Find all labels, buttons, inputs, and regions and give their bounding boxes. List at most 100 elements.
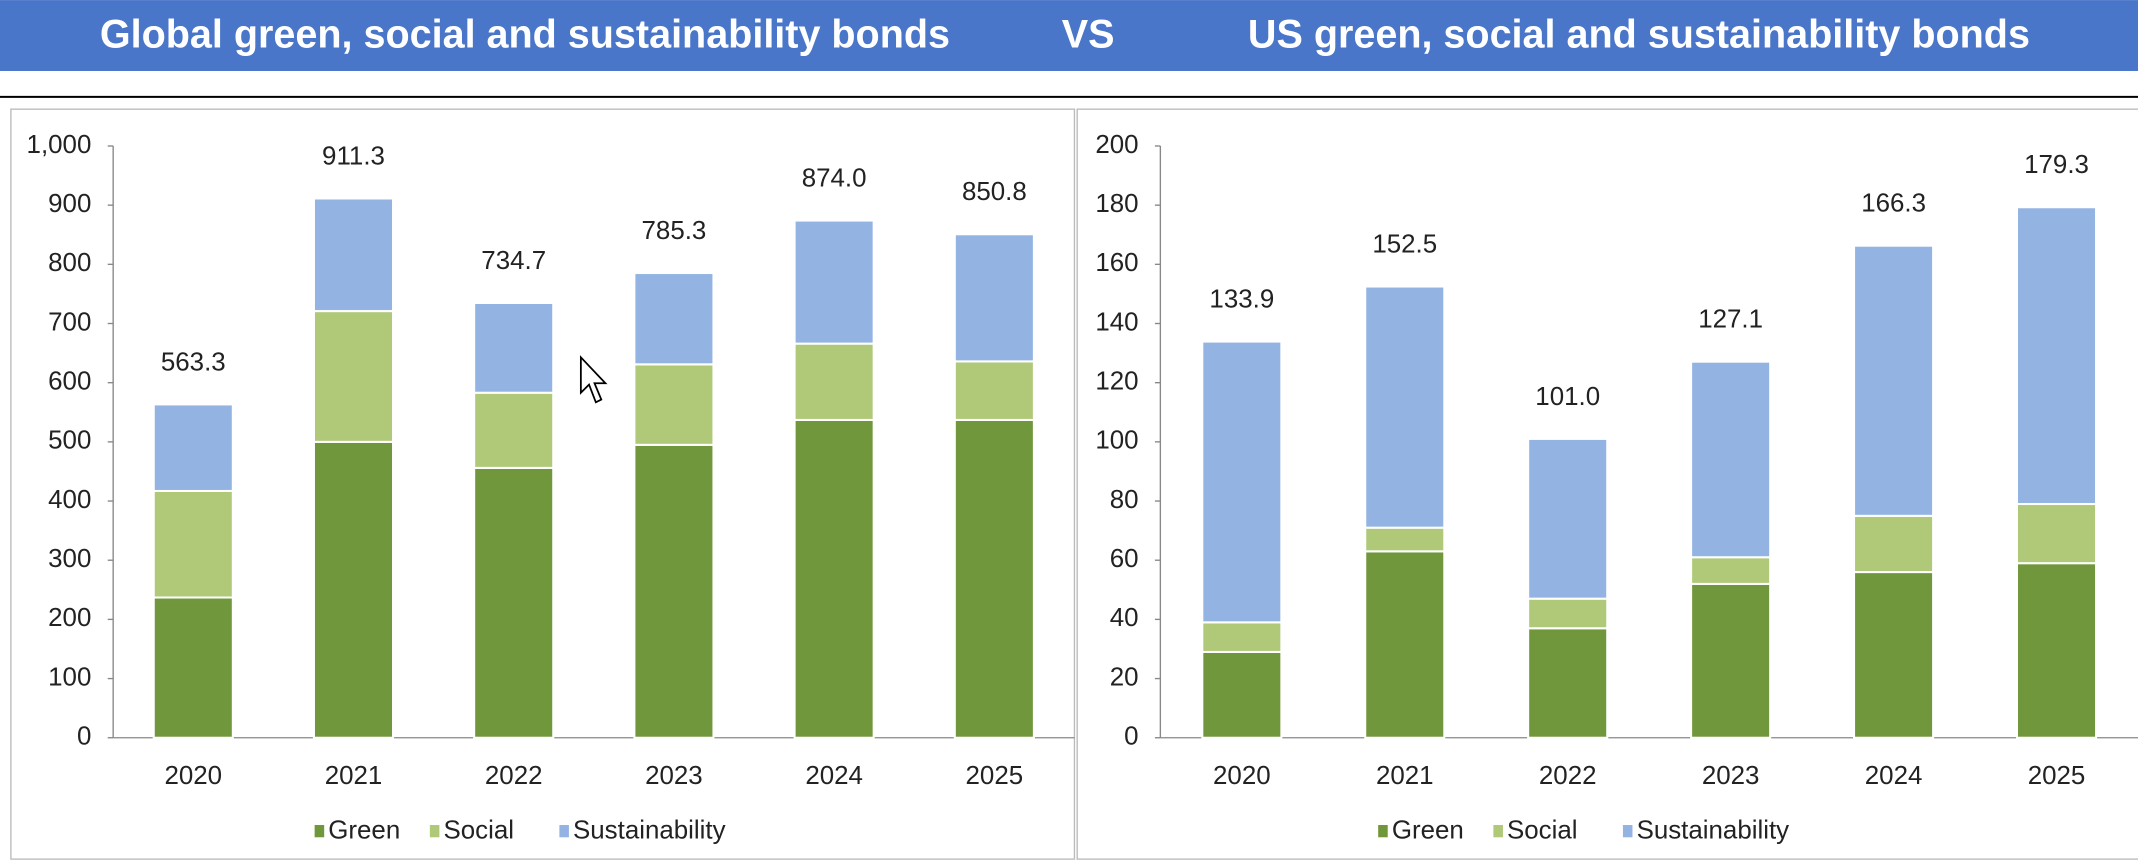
header-left: Global green, social and sustainability … (100, 12, 950, 56)
total-label: 734.7 (481, 247, 546, 275)
y-tick-label: 160 (1095, 249, 1138, 277)
x-tick-label: 2021 (325, 762, 383, 790)
bar-segment (1690, 556, 1772, 585)
bar-segment (633, 363, 715, 446)
y-tick-label: 800 (48, 249, 91, 277)
bar-segment (633, 272, 715, 366)
bar-segment (473, 466, 555, 739)
y-tick-label: 300 (48, 545, 91, 573)
bar-segment (1364, 526, 1446, 553)
x-tick-label: 2023 (645, 762, 703, 790)
y-tick-label: 600 (48, 368, 91, 396)
total-label: 152.5 (1372, 230, 1437, 258)
bar-segment (1201, 621, 1283, 653)
legend-label: Sustainability (1637, 817, 1790, 845)
bar-segment (1853, 244, 1935, 517)
bar-segment (953, 418, 1035, 739)
y-tick-label: 0 (1124, 723, 1138, 751)
y-tick-label: 100 (1095, 427, 1138, 455)
x-tick-label: 2025 (2028, 762, 2086, 790)
bar-segment (152, 489, 234, 599)
legend-swatch (559, 825, 569, 838)
legend-swatch (314, 825, 325, 838)
y-tick-label: 80 (1110, 486, 1139, 514)
x-tick-label: 2024 (805, 762, 863, 790)
legend-label: Social (1507, 817, 1578, 845)
bar-segment (152, 403, 234, 493)
legend-label: Green (328, 817, 400, 845)
total-label: 874.0 (802, 164, 867, 192)
bar-segment (473, 391, 555, 469)
y-tick-label: 40 (1110, 604, 1139, 632)
total-label: 133.9 (1209, 285, 1274, 313)
bar-segment (1527, 437, 1609, 600)
y-tick-label: 20 (1110, 663, 1139, 691)
x-tick-label: 2020 (164, 762, 222, 790)
y-tick-label: 200 (48, 604, 91, 632)
legend-label: Social (443, 817, 514, 845)
bar-segment (953, 233, 1035, 363)
x-tick-label: 2024 (1865, 762, 1923, 790)
bar-segment (1527, 597, 1609, 630)
bar-segment (1364, 550, 1446, 739)
total-label: 785.3 (642, 217, 707, 245)
x-tick-label: 2022 (1539, 762, 1597, 790)
y-tick-label: 500 (48, 427, 91, 455)
bar-segment (2015, 502, 2098, 565)
y-tick-label: 180 (1095, 190, 1138, 218)
panel (10, 108, 1076, 860)
header-right: US green, social and sustainability bond… (1248, 12, 2030, 56)
bar-segment (312, 310, 395, 443)
total-label: 911.3 (322, 142, 385, 170)
y-tick-label: 100 (48, 663, 91, 691)
charts: 01002003004005006007008009001,0002020563… (27, 131, 2138, 845)
bar-segment (793, 342, 875, 421)
total-label: 850.8 (962, 178, 1027, 206)
bar-segment (633, 443, 715, 739)
legend-swatch (1493, 825, 1503, 838)
y-tick-label: 1,000 (27, 131, 92, 159)
bar-segment (1201, 340, 1283, 624)
y-tick-label: 400 (48, 486, 91, 514)
header-band (0, 0, 2138, 71)
y-tick-label: 60 (1110, 545, 1139, 573)
bar-segment (1690, 582, 1772, 739)
bar-segment (1527, 627, 1609, 739)
bar-segment (473, 301, 555, 394)
legend-swatch (1622, 825, 1633, 838)
y-tick-label: 120 (1095, 368, 1138, 396)
bar-segment (1201, 650, 1283, 739)
bar-segment (953, 360, 1035, 421)
total-label: 179.3 (2024, 151, 2089, 179)
legend-swatch (429, 825, 440, 838)
y-tick-label: 0 (77, 723, 91, 751)
bar-segment (312, 197, 395, 313)
bar-segment (2015, 206, 2098, 506)
total-label: 127.1 (1698, 306, 1763, 334)
x-tick-label: 2020 (1213, 762, 1271, 790)
legend-label: Green (1392, 817, 1464, 845)
legend-label: Sustainability (573, 817, 726, 845)
y-tick-label: 900 (48, 190, 91, 218)
header-vs: VS (1062, 12, 1115, 56)
x-tick-label: 2022 (485, 762, 543, 790)
total-label: 563.3 (161, 348, 226, 376)
cursor (579, 355, 608, 404)
bar-segment (312, 440, 395, 739)
bar-segment (2015, 562, 2098, 739)
y-tick-label: 140 (1095, 308, 1138, 336)
y-tick-label: 200 (1095, 131, 1138, 159)
panel (1076, 108, 2138, 860)
y-tick-label: 700 (48, 308, 91, 336)
bar-segment (793, 219, 875, 345)
x-tick-label: 2021 (1376, 762, 1434, 790)
bar-segment (1853, 514, 1935, 574)
bar-segment (1364, 285, 1446, 529)
bar-segment (1853, 571, 1935, 739)
total-label: 101.0 (1535, 383, 1600, 411)
legend-swatch (1378, 825, 1388, 838)
bar-segment (1690, 360, 1772, 559)
bar-segment (793, 418, 875, 739)
